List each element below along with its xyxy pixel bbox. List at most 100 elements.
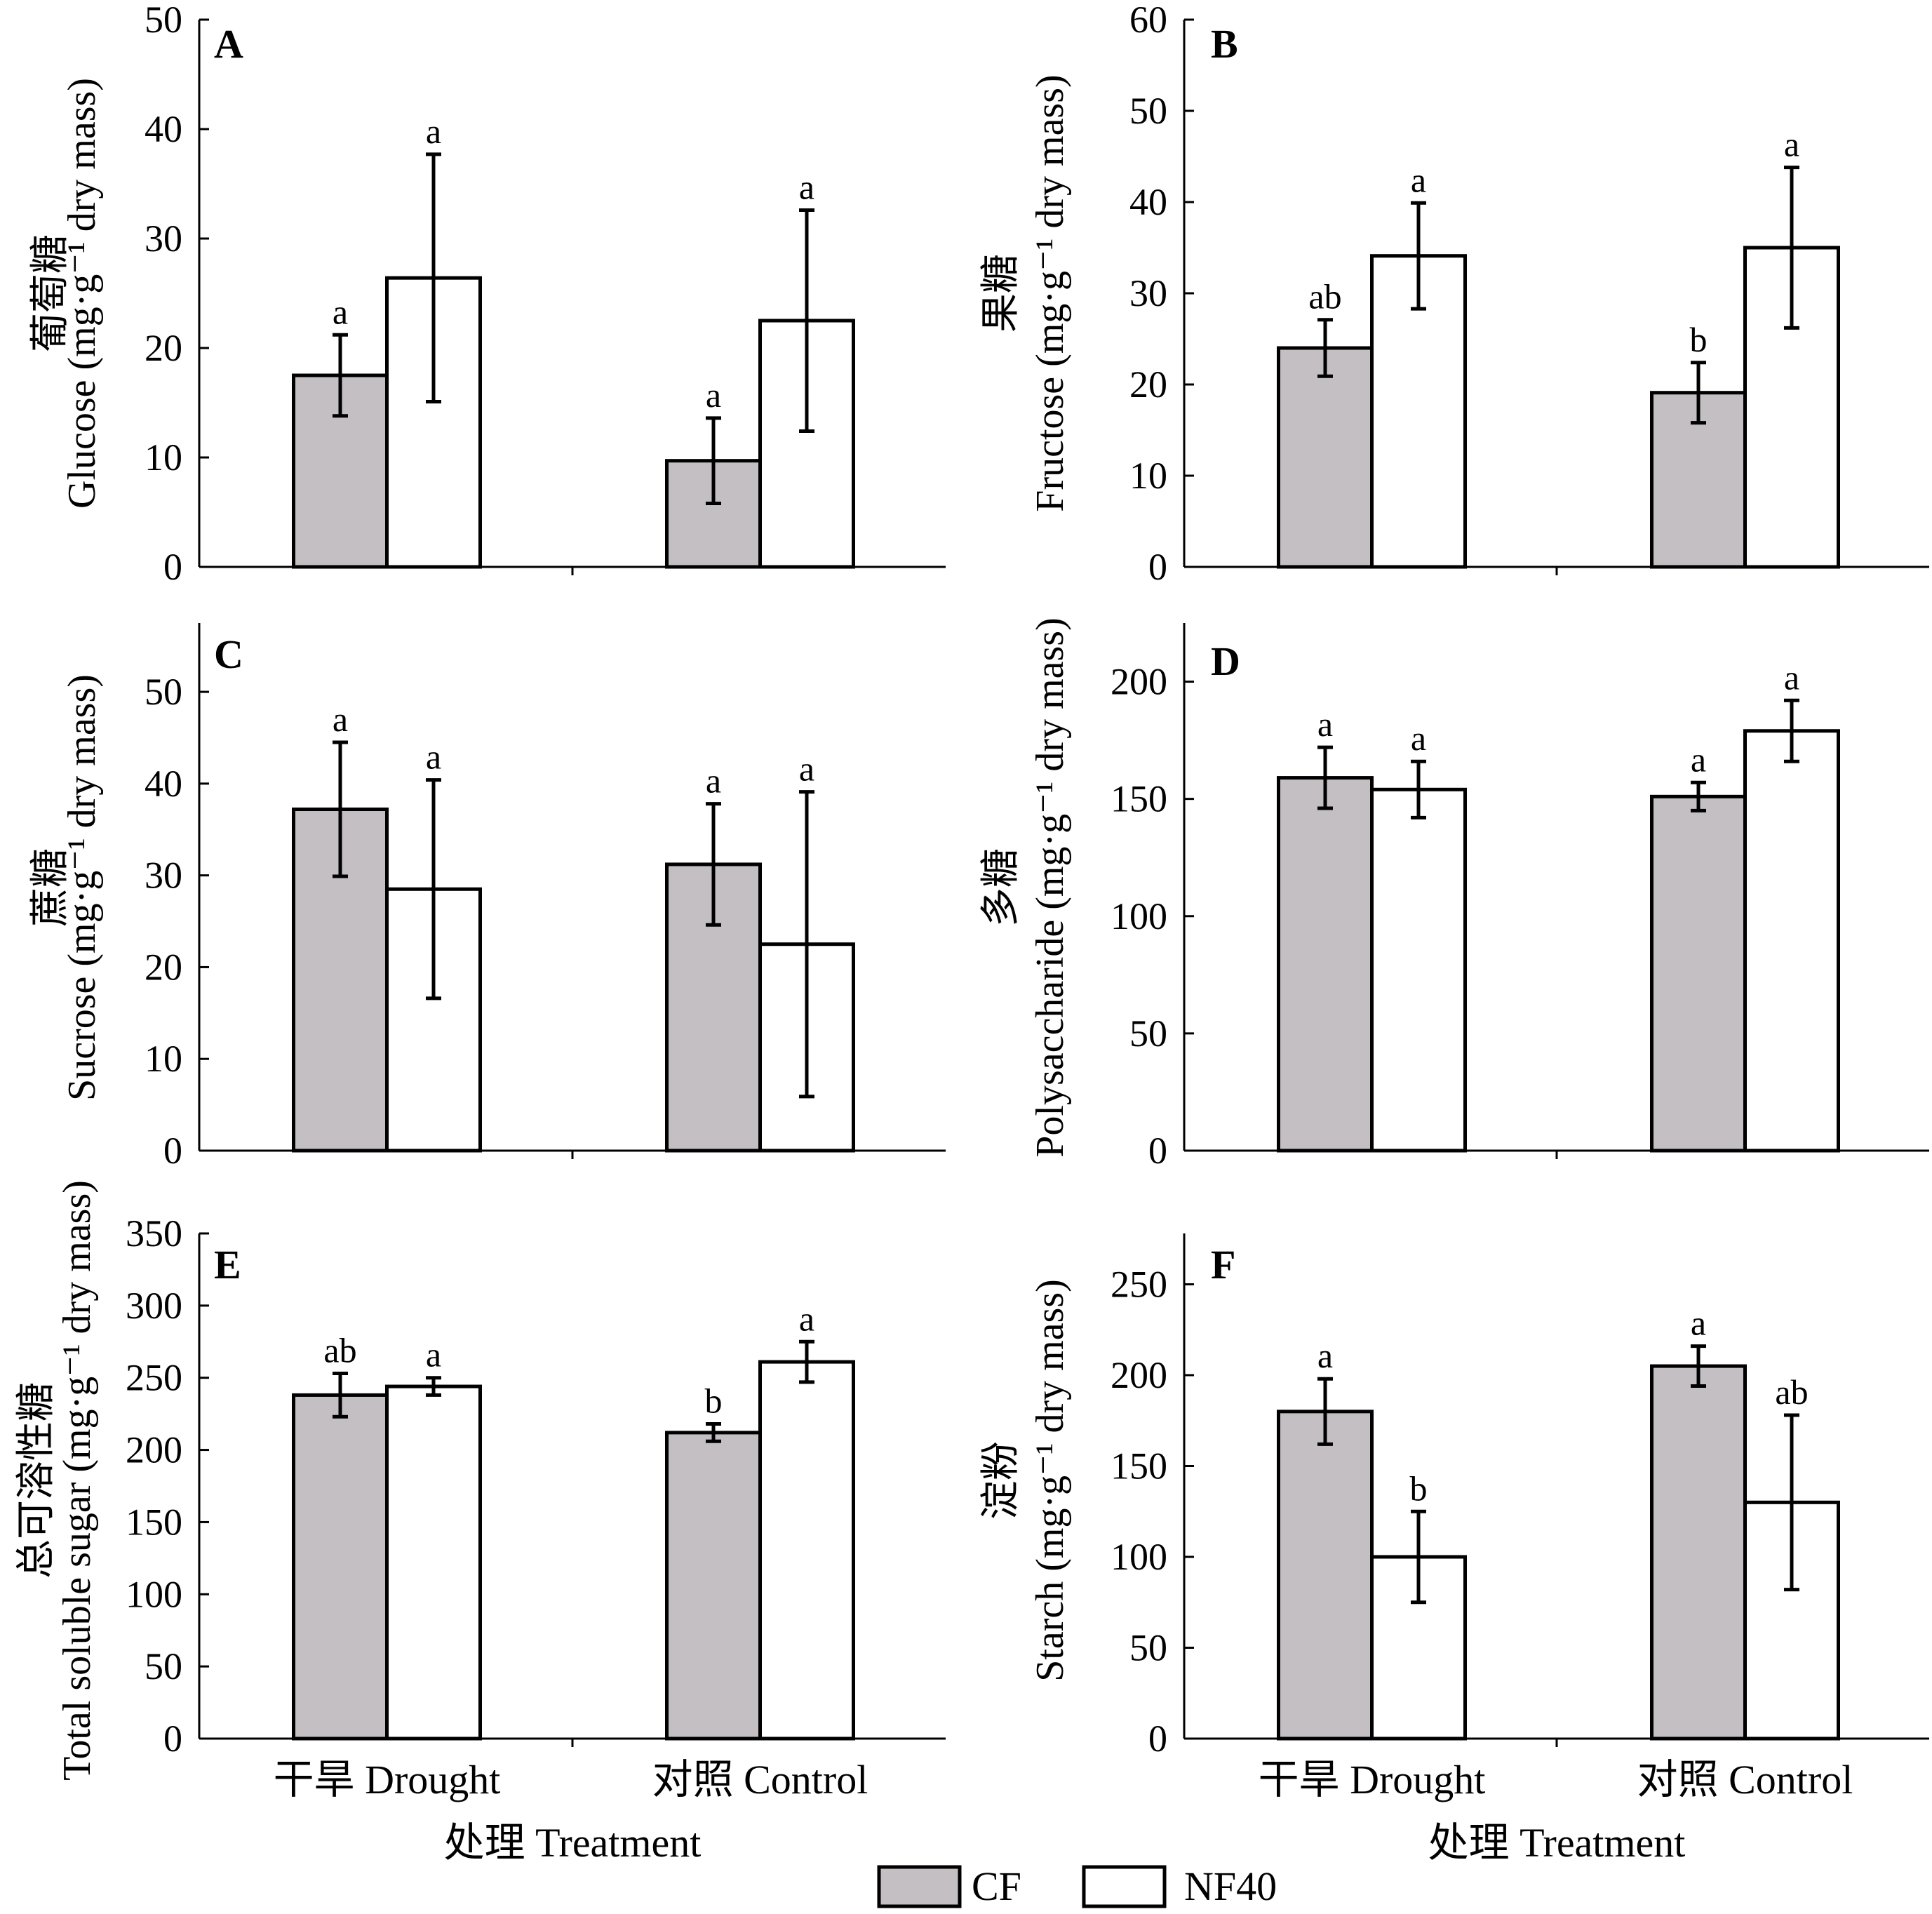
significance-letter: a	[333, 292, 348, 331]
bar-nf40	[385, 1384, 482, 1741]
panel-letter: E	[214, 1242, 241, 1287]
y-tick-label: 50	[1129, 1627, 1167, 1669]
legend-swatch-nf40	[1082, 1865, 1167, 1908]
legend: CF NF40	[877, 1863, 1277, 1909]
bar-cf	[1277, 776, 1374, 1153]
significance-letter: a	[1317, 1336, 1333, 1375]
bar-cf	[1277, 346, 1374, 569]
error-bar	[333, 1372, 348, 1419]
significance-letter: a	[799, 167, 814, 206]
y-axis-label-en: Starch (mg·g⁻¹ dry mass)	[1028, 1279, 1072, 1682]
significance-letter: a	[1691, 1304, 1706, 1343]
significance-letter: a	[706, 375, 721, 415]
panel-b: 0 10 20 30 40 50 60 B 果糖 Fructose (mg·g⁻¹ dry mas…	[979, 0, 1929, 588]
significance-letter: a	[426, 112, 441, 151]
error-bar	[706, 416, 721, 506]
significance-letter: a	[706, 761, 721, 801]
significance-letter: a	[1784, 125, 1799, 164]
significance-letter: b	[705, 1381, 723, 1421]
y-tick-label: 50	[1129, 1012, 1167, 1055]
y-tick-label: 0	[1148, 1130, 1167, 1172]
y-tick-label: 150	[1111, 1445, 1167, 1487]
significance-letter: a	[799, 749, 814, 789]
error-bar	[799, 790, 814, 1099]
significance-letter: a	[333, 700, 348, 739]
error-bar	[426, 1376, 441, 1397]
bar-cf	[292, 1393, 389, 1741]
error-bar	[1411, 201, 1426, 311]
bar-cf	[1277, 1410, 1374, 1741]
panel-f: 0 50 100 150 200 250 F 淀粉 Starch (mg·g⁻¹ dry mas…	[979, 1233, 1929, 1866]
significance-letter: a	[426, 1335, 441, 1374]
x-category-label: 对照 Control	[1637, 1757, 1853, 1802]
x-category-label: 干旱 Drought	[1259, 1757, 1486, 1802]
error-bar	[333, 740, 348, 878]
error-bar	[426, 152, 441, 403]
legend-swatch-cf	[877, 1865, 962, 1908]
y-tick-label: 50	[1129, 90, 1167, 132]
bar-nf40	[1743, 729, 1840, 1153]
y-tick-label: 30	[1129, 272, 1167, 314]
y-axis-label-en: Glucose (mg·g⁻¹ dry mass)	[60, 78, 104, 509]
significance-letter: ab	[323, 1331, 356, 1370]
y-tick-label: 150	[1111, 778, 1167, 820]
significance-letter: a	[1411, 718, 1426, 758]
y-tick-label: 30	[145, 218, 182, 260]
x-axis-title: 处理 Treatment	[1428, 1820, 1686, 1866]
y-axis-label-en: Fructose (mg·g⁻¹ dry mass)	[1028, 74, 1072, 511]
y-axis-label-cn: 淀粉	[979, 1441, 1023, 1520]
significance-letter: ab	[1775, 1372, 1808, 1412]
panel-letter: B	[1211, 21, 1238, 67]
y-tick-label: 100	[1111, 895, 1167, 937]
error-bar	[1411, 1509, 1426, 1605]
panel-letter: F	[1211, 1242, 1235, 1287]
error-bar	[1317, 745, 1333, 810]
y-tick-label: 250	[126, 1357, 182, 1399]
y-tick-label: 50	[145, 0, 182, 41]
y-tick-label: 0	[163, 546, 182, 588]
y-tick-label: 150	[126, 1501, 182, 1543]
x-category-label: 对照 Control	[652, 1757, 868, 1802]
bar-cf	[1650, 1364, 1747, 1741]
bar-nf40	[1370, 787, 1467, 1153]
error-bar	[1317, 1377, 1333, 1446]
significance-letter: a	[426, 737, 441, 777]
error-bar	[1784, 166, 1799, 330]
y-tick-label: 50	[145, 671, 182, 713]
y-tick-label: 200	[1111, 1354, 1167, 1396]
y-tick-label: 60	[1129, 0, 1167, 41]
y-tick-label: 20	[145, 946, 182, 988]
y-axis-label-cn: 总可溶性糖	[15, 1382, 58, 1579]
significance-letter: ab	[1308, 277, 1341, 316]
significance-letter: b	[1410, 1468, 1428, 1508]
error-bar	[1691, 780, 1706, 812]
error-bar	[1411, 759, 1426, 819]
bar-nf40	[758, 1360, 855, 1741]
y-tick-label: 0	[163, 1718, 182, 1760]
error-bar	[333, 333, 348, 418]
x-category-label: 干旱 Drought	[274, 1757, 501, 1802]
error-bar	[426, 778, 441, 1001]
y-tick-label: 100	[126, 1573, 182, 1615]
panel-letter: D	[1211, 638, 1240, 684]
y-tick-label: 40	[145, 763, 182, 805]
y-axis-label-cn: 果糖	[979, 254, 1023, 333]
y-tick-label: 20	[1129, 363, 1167, 406]
panel-letter: C	[214, 631, 243, 677]
significance-letter: a	[1784, 657, 1799, 697]
significance-letter: a	[1317, 704, 1333, 744]
y-axis-label-cn: 葡萄糖	[29, 234, 72, 352]
y-tick-label: 30	[145, 855, 182, 897]
y-tick-label: 100	[1111, 1536, 1167, 1578]
error-bar	[799, 208, 814, 434]
y-tick-label: 10	[145, 1038, 182, 1080]
y-tick-label: 50	[145, 1645, 182, 1687]
y-axis-label-en: Polysaccharide (mg·g⁻¹ dry mass)	[1028, 617, 1072, 1157]
panel-d: 0 50 100 150 200 D 多糖 Polysaccharide (mg·g⁻¹ dr…	[979, 617, 1929, 1172]
y-tick-label: 0	[1148, 1718, 1167, 1760]
y-axis-label-cn: 蔗糖	[29, 848, 72, 927]
